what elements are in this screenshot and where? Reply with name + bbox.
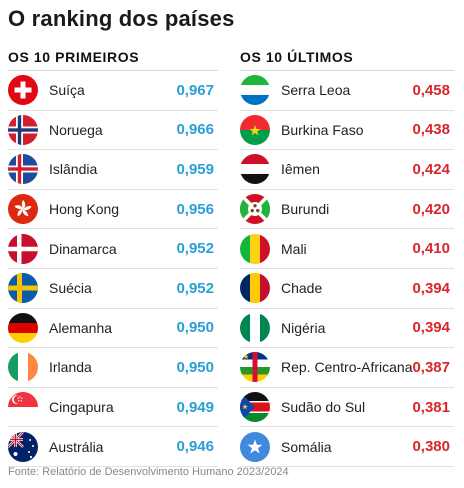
country-name: Iêmen: [281, 161, 320, 178]
hdi-value: 0,950: [176, 319, 214, 337]
germany-flag-icon: [8, 312, 38, 343]
hdi-value: 0,380: [412, 438, 450, 456]
list-item: Burkina Faso 0,438: [240, 111, 454, 151]
list-item: Iêmen 0,424: [240, 150, 454, 190]
top-ten-list: Suíça 0,967 Noruega 0,966 Islândia 0,959 Hong …: [8, 71, 218, 467]
country-name: Chade: [281, 280, 323, 297]
list-item: Somália 0,380: [240, 427, 454, 467]
bottom-ten-heading: OS 10 ÚLTIMOS: [240, 46, 454, 71]
ireland-flag-icon: [8, 352, 38, 383]
somalia-flag-icon: [240, 431, 270, 462]
sierra-leone-flag-icon: [240, 75, 270, 106]
list-item: Hong Kong 0,956: [8, 190, 218, 230]
switzerland-flag-icon: [8, 75, 38, 106]
hdi-value: 0,952: [176, 240, 214, 258]
hdi-value: 0,950: [176, 358, 214, 376]
bottom-ten-column: OS 10 ÚLTIMOS Serra Leoa 0,458 Burkina Fas…: [240, 46, 454, 467]
burkina-faso-flag-icon: [240, 114, 270, 145]
hdi-value: 0,959: [176, 160, 214, 178]
list-item: Irlanda 0,950: [8, 348, 218, 388]
country-name: Irlanda: [49, 359, 92, 376]
country-name: Noruega: [49, 121, 103, 138]
mali-flag-icon: [240, 233, 270, 264]
hdi-value: 0,387: [412, 358, 450, 376]
country-name: Suécia: [49, 280, 92, 297]
list-item: Sudão do Sul 0,381: [240, 388, 454, 428]
bottom-ten-list: Serra Leoa 0,458 Burkina Faso 0,438 Iêmen 0,4…: [240, 71, 454, 467]
nigeria-flag-icon: [240, 312, 270, 343]
country-name: Burkina Faso: [281, 121, 364, 138]
list-item: Dinamarca 0,952: [8, 229, 218, 269]
country-name: Hong Kong: [49, 201, 120, 218]
hdi-value: 0,381: [412, 398, 450, 416]
hdi-value: 0,952: [176, 279, 214, 297]
country-name: Cingapura: [49, 399, 114, 416]
country-name: Mali: [281, 240, 307, 257]
list-item: Suíça 0,967: [8, 71, 218, 111]
hong-kong-flag-icon: [8, 194, 38, 225]
list-item: Chade 0,394: [240, 269, 454, 309]
country-name: Sudão do Sul: [281, 399, 366, 416]
hdi-value: 0,949: [176, 398, 214, 416]
chad-flag-icon: [240, 273, 270, 304]
list-item: Rep. Centro-Africana 0,387: [240, 348, 454, 388]
country-name: Rep. Centro-Africana: [281, 359, 413, 376]
hdi-value: 0,410: [412, 240, 450, 258]
south-sudan-flag-icon: [240, 392, 270, 423]
list-item: Serra Leoa 0,458: [240, 71, 454, 111]
country-name: Austrália: [49, 438, 104, 455]
list-item: Austrália 0,946: [8, 427, 218, 467]
country-name: Islândia: [49, 161, 98, 178]
country-name: Dinamarca: [49, 240, 117, 257]
hdi-value: 0,420: [412, 200, 450, 218]
list-item: Islândia 0,959: [8, 150, 218, 190]
denmark-flag-icon: [8, 233, 38, 264]
hdi-value: 0,394: [412, 279, 450, 297]
country-name: Somália: [281, 438, 332, 455]
country-name: Burundi: [281, 201, 330, 218]
hdi-value: 0,424: [412, 160, 450, 178]
norway-flag-icon: [8, 114, 38, 145]
australia-flag-icon: [8, 431, 38, 462]
source-note: Fonte: Relatório de Desenvolvimento Huma…: [8, 466, 289, 478]
list-item: Mali 0,410: [240, 229, 454, 269]
hdi-value: 0,967: [176, 81, 214, 99]
country-name: Serra Leoa: [281, 82, 351, 99]
list-item: Noruega 0,966: [8, 111, 218, 151]
list-item: Alemanha 0,950: [8, 309, 218, 349]
country-name: Suíça: [49, 82, 85, 99]
burundi-flag-icon: [240, 194, 270, 225]
list-item: Suécia 0,952: [8, 269, 218, 309]
hdi-value: 0,946: [176, 438, 214, 456]
sweden-flag-icon: [8, 273, 38, 304]
top-ten-column: OS 10 PRIMEIROS Suíça 0,967 Noruega 0,966 Is…: [8, 46, 218, 467]
hdi-value: 0,438: [412, 121, 450, 139]
country-name: Nigéria: [281, 319, 326, 336]
singapore-flag-icon: [8, 392, 38, 423]
list-item: Burundi 0,420: [240, 190, 454, 230]
central-african-republic-flag-icon: [240, 352, 270, 383]
top-ten-heading: OS 10 PRIMEIROS: [8, 46, 218, 71]
yemen-flag-icon: [240, 154, 270, 185]
hdi-value: 0,956: [176, 200, 214, 218]
country-name: Alemanha: [49, 319, 113, 336]
hdi-value: 0,458: [412, 81, 450, 99]
page-title: O ranking dos países: [8, 6, 235, 31]
hdi-value: 0,394: [412, 319, 450, 337]
list-item: Cingapura 0,949: [8, 388, 218, 428]
iceland-flag-icon: [8, 154, 38, 185]
hdi-value: 0,966: [176, 121, 214, 139]
list-item: Nigéria 0,394: [240, 309, 454, 349]
